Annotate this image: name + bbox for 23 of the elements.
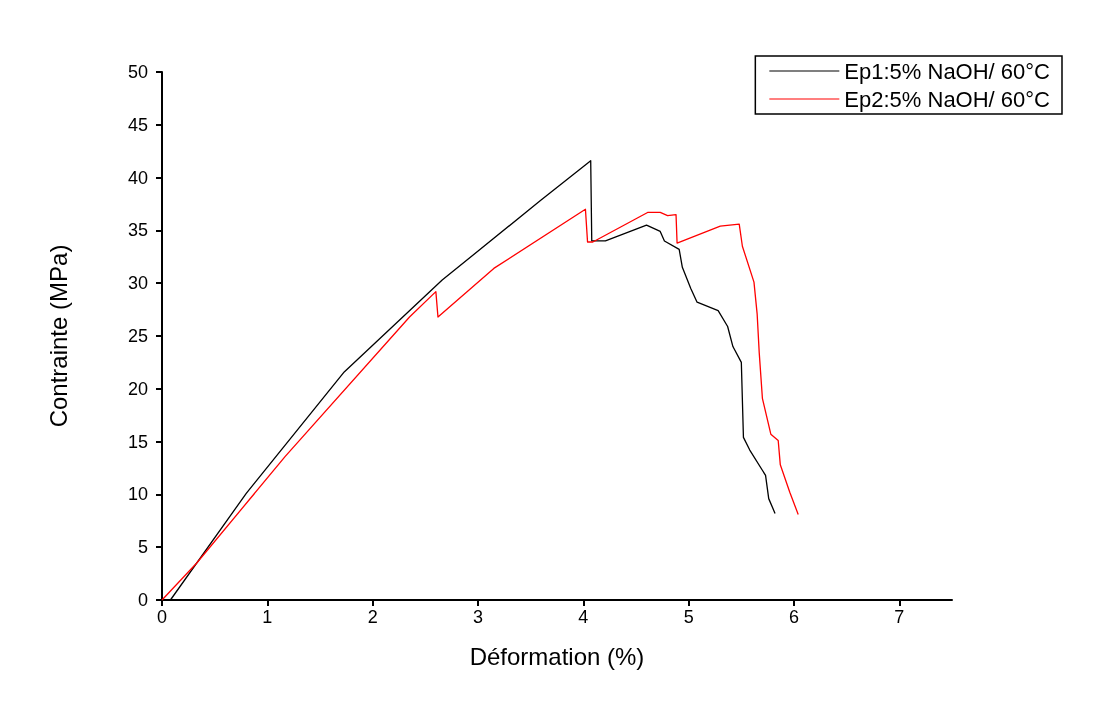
y-axis-title: Contrainte (MPa) xyxy=(44,244,72,428)
x-tick-label: 6 xyxy=(788,607,800,627)
x-tick-label: 7 xyxy=(894,607,905,627)
x-tick-label: 2 xyxy=(367,607,378,627)
y-tick-label: 5 xyxy=(137,537,148,558)
x-tick-label: 0 xyxy=(156,607,168,627)
y-tick-label: 40 xyxy=(127,167,148,188)
x-tick-label: 5 xyxy=(683,607,694,627)
y-tick-label: 20 xyxy=(127,378,148,399)
y-tick-label: 35 xyxy=(127,220,148,241)
x-axis-title: Déformation (%) xyxy=(469,642,645,670)
legend-label: Ep1:5% NaOH/ 60°C xyxy=(844,58,1051,84)
x-tick-label: 4 xyxy=(578,607,589,627)
y-tick-label: 50 xyxy=(127,62,148,82)
y-tick-label: 10 xyxy=(127,484,148,505)
x-tick-label: 3 xyxy=(472,607,484,627)
x-tick-label: 1 xyxy=(262,607,273,627)
legend-label: Ep2:5% NaOH/ 60°C xyxy=(844,86,1051,112)
y-tick-label: 0 xyxy=(137,590,148,610)
y-tick-label: 25 xyxy=(127,326,148,346)
y-tick-label: 15 xyxy=(127,431,148,452)
y-tick-label: 30 xyxy=(127,273,148,294)
y-tick-label: 45 xyxy=(127,114,148,135)
